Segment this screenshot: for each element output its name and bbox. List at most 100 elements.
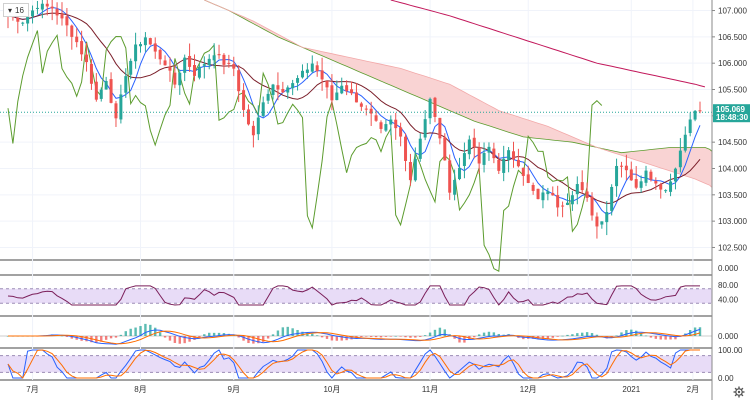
rsi-pane[interactable] <box>0 285 712 306</box>
macd-histogram-bar <box>620 332 623 336</box>
candle-body <box>423 119 427 138</box>
macd-histogram-bar <box>85 336 88 342</box>
macd-histogram-bar <box>384 336 388 337</box>
candle-body <box>153 43 157 52</box>
candle-body <box>26 16 30 24</box>
candle-body <box>75 36 79 43</box>
candle-body <box>291 83 295 89</box>
candle-body <box>678 150 682 168</box>
candle-body <box>202 64 206 66</box>
macd-histogram-bar <box>654 336 658 339</box>
caret-icon: ▾ <box>8 5 13 15</box>
candle-body <box>664 190 668 192</box>
moving-average-line <box>390 0 706 88</box>
candle-body <box>310 63 314 72</box>
interval-label: 16 <box>15 5 24 15</box>
candle-body <box>192 65 196 76</box>
candle-body <box>119 94 123 120</box>
macd-histogram-bar <box>168 336 172 341</box>
candle-body <box>178 72 182 86</box>
candle-body <box>242 90 246 110</box>
price-axis: 107.000106.500106.000105.500105.000104.5… <box>711 0 750 400</box>
candle-body <box>281 88 285 93</box>
candle-body <box>659 184 663 190</box>
rsi-line <box>7 285 700 306</box>
candle-body <box>129 60 133 75</box>
candle-body <box>477 147 481 164</box>
macd-histogram-bar <box>291 328 294 336</box>
macd-histogram-bar <box>634 330 638 336</box>
price-tick-label: 106.000 <box>718 59 747 68</box>
macd-histogram-bar <box>158 332 162 336</box>
price-tick-label: 103.500 <box>718 191 747 200</box>
candle-body <box>40 3 44 10</box>
candle-body <box>207 58 211 66</box>
macd-histogram-bar <box>423 335 427 336</box>
candle-body <box>639 181 643 188</box>
macd-line <box>8 328 701 345</box>
macd-histogram-bar <box>114 336 118 338</box>
macd-histogram-bar <box>365 336 368 337</box>
interval-selector[interactable]: ▾ 16 <box>3 3 29 17</box>
macd-histogram-bar <box>330 336 334 341</box>
candle-body <box>673 168 677 182</box>
time-axis: 7月 8月 9月 10月 11月 12月 2021 2月 <box>26 385 699 394</box>
candle-body <box>502 158 506 173</box>
candle-body <box>521 167 525 176</box>
candle-body <box>227 62 231 64</box>
candle-body <box>624 165 628 171</box>
macd-histogram-bar <box>482 332 486 336</box>
candle-body <box>55 8 59 16</box>
candle-body <box>394 119 398 129</box>
macd-histogram-bar <box>100 336 103 342</box>
candle-body <box>507 150 511 160</box>
candle-body <box>462 153 466 166</box>
stochastic-pane[interactable] <box>0 349 712 379</box>
candle-body <box>698 110 702 112</box>
candle-body <box>364 108 368 110</box>
rsi-tick-label: 80.00 <box>718 281 739 290</box>
candle-body <box>212 55 216 61</box>
macd-histogram-bar <box>433 329 437 336</box>
macd-histogram-bar <box>473 336 476 338</box>
macd-histogram-bar <box>487 331 491 336</box>
candle-body <box>565 202 569 205</box>
candle-body <box>585 191 589 198</box>
candle-body <box>139 44 143 47</box>
macd-histogram-bar <box>404 336 407 338</box>
candle-body <box>605 212 609 223</box>
candle-body <box>325 80 329 88</box>
candle-body <box>595 216 599 227</box>
candle-body <box>85 54 89 63</box>
candle-body <box>173 72 177 85</box>
candle-body <box>35 7 39 9</box>
candle-body <box>335 92 339 101</box>
candle-body <box>399 127 403 137</box>
chikou-line <box>7 30 603 272</box>
macd-histogram-bar <box>154 327 157 336</box>
macd-histogram-bar <box>315 335 319 336</box>
macd-histogram-bar <box>615 335 618 337</box>
candle-body <box>575 184 579 195</box>
macd-histogram-bar <box>369 336 373 337</box>
candle-body <box>551 192 555 196</box>
gear-icon[interactable] <box>733 386 745 398</box>
macd-histogram-bar <box>109 336 113 339</box>
candle-body <box>541 192 545 201</box>
macd-pane[interactable] <box>0 323 712 345</box>
candle-body <box>649 171 653 180</box>
candle-body <box>497 159 501 171</box>
candle-body <box>21 22 25 24</box>
candle-body <box>438 117 442 139</box>
candle-body <box>472 137 476 147</box>
macd-histogram-bar <box>70 336 74 339</box>
macd-histogram-bar <box>203 334 206 336</box>
macd-histogram-bar <box>163 336 167 338</box>
candle-body <box>45 3 49 7</box>
price-tick-label: 102.500 <box>718 243 747 252</box>
candle-body <box>104 81 108 90</box>
candle-body <box>487 146 491 153</box>
